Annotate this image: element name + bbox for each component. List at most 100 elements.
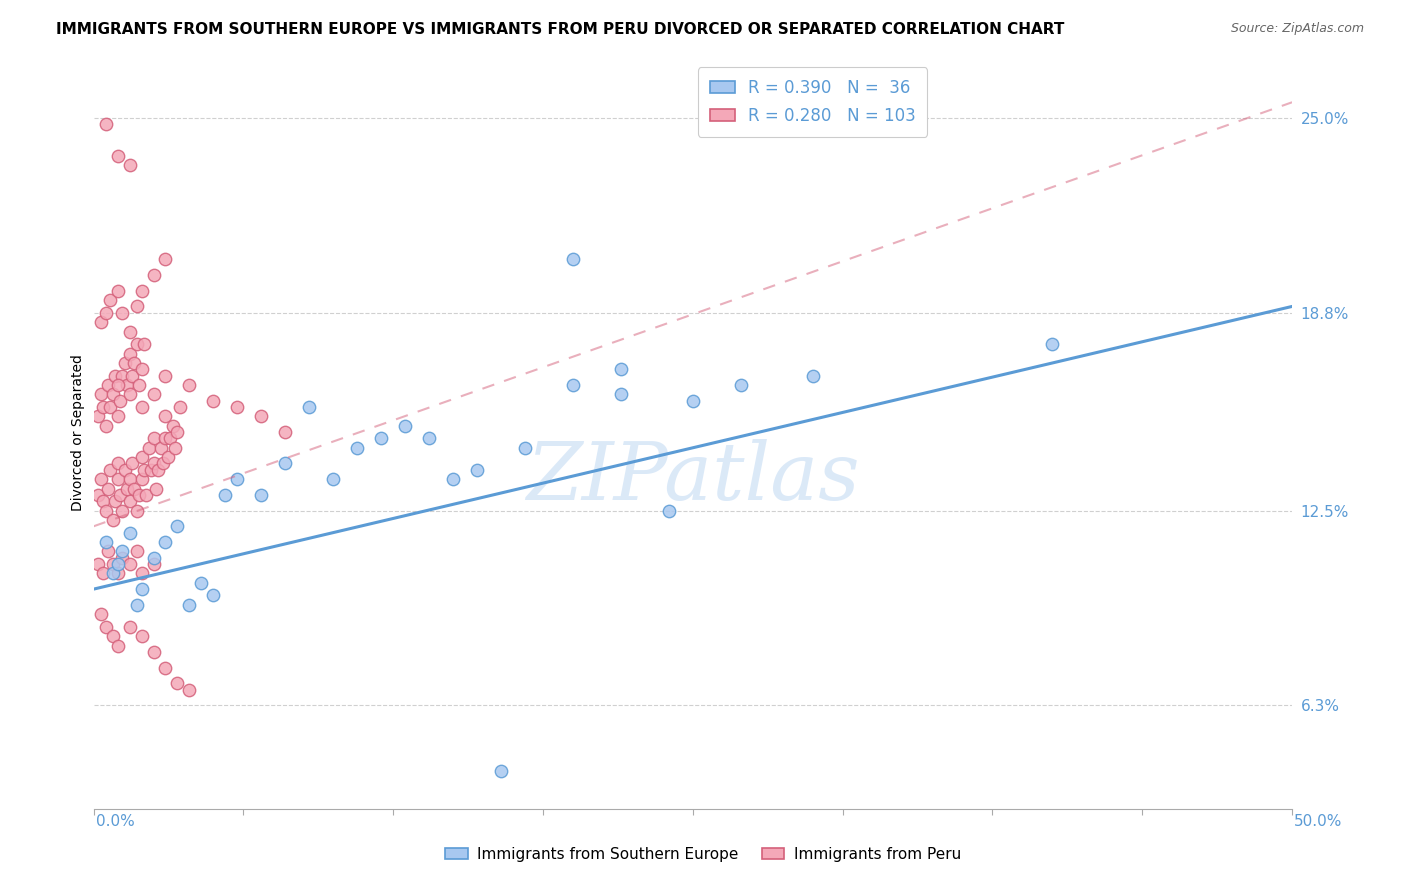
Point: [91, 494, 114, 508]
Point: [90, 315, 112, 329]
Point: [115, 482, 138, 496]
Point: [730, 378, 752, 392]
Point: [97, 544, 120, 558]
Point: [101, 513, 124, 527]
Point: [179, 682, 201, 697]
Point: [128, 378, 150, 392]
Y-axis label: Divorced or Separated: Divorced or Separated: [72, 353, 86, 510]
Text: 50.0%: 50.0%: [1295, 814, 1343, 829]
Text: IMMIGRANTS FROM SOUTHERN EUROPE VS IMMIGRANTS FROM PERU DIVORCED OR SEPARATED CO: IMMIGRANTS FROM SOUTHERN EUROPE VS IMMIG…: [56, 22, 1064, 37]
Point: [131, 629, 153, 643]
Point: [107, 149, 129, 163]
Point: [346, 441, 368, 455]
Point: [107, 557, 129, 571]
Point: [214, 488, 236, 502]
Point: [107, 378, 129, 392]
Point: [94, 620, 117, 634]
Point: [202, 393, 225, 408]
Point: [125, 503, 148, 517]
Point: [131, 450, 153, 465]
Point: [169, 400, 191, 414]
Point: [155, 409, 177, 424]
Point: [124, 356, 146, 370]
Point: [155, 660, 177, 674]
Point: [274, 457, 297, 471]
Point: [94, 306, 117, 320]
Legend: Immigrants from Southern Europe, Immigrants from Peru: Immigrants from Southern Europe, Immigra…: [439, 841, 967, 868]
Point: [190, 575, 212, 590]
Point: [165, 441, 187, 455]
Point: [274, 425, 297, 439]
Point: [87, 557, 110, 571]
Point: [132, 463, 155, 477]
Point: [418, 431, 440, 445]
Point: [87, 488, 110, 502]
Point: [155, 368, 177, 383]
Point: [97, 378, 120, 392]
Text: ZIPatlas: ZIPatlas: [526, 439, 859, 516]
Point: [107, 472, 129, 486]
Point: [118, 525, 141, 540]
Point: [610, 362, 633, 376]
Point: [489, 764, 512, 779]
Point: [91, 566, 114, 581]
Point: [107, 284, 129, 298]
Point: [118, 472, 141, 486]
Point: [658, 503, 681, 517]
Point: [94, 117, 117, 131]
Point: [128, 488, 150, 502]
Point: [465, 463, 488, 477]
Point: [155, 535, 177, 549]
Point: [101, 557, 124, 571]
Point: [94, 503, 117, 517]
Point: [179, 378, 201, 392]
Point: [159, 431, 181, 445]
Point: [370, 431, 392, 445]
Point: [114, 356, 136, 370]
Point: [125, 300, 148, 314]
Point: [118, 494, 141, 508]
Point: [202, 588, 225, 602]
Point: [1042, 337, 1064, 351]
Point: [250, 409, 273, 424]
Point: [179, 598, 201, 612]
Point: [145, 482, 167, 496]
Point: [801, 368, 824, 383]
Point: [124, 482, 146, 496]
Point: [298, 400, 321, 414]
Point: [131, 472, 153, 486]
Point: [142, 387, 165, 401]
Point: [166, 676, 188, 690]
Point: [118, 557, 141, 571]
Point: [107, 639, 129, 653]
Point: [101, 566, 124, 581]
Point: [125, 337, 148, 351]
Point: [90, 387, 112, 401]
Legend: R = 0.390   N =  36, R = 0.280   N = 103: R = 0.390 N = 36, R = 0.280 N = 103: [697, 67, 928, 136]
Point: [322, 472, 344, 486]
Point: [111, 550, 134, 565]
Point: [142, 457, 165, 471]
Point: [104, 368, 127, 383]
Point: [125, 544, 148, 558]
Point: [131, 566, 153, 581]
Point: [121, 457, 143, 471]
Point: [156, 450, 179, 465]
Point: [90, 472, 112, 486]
Point: [98, 463, 121, 477]
Point: [114, 463, 136, 477]
Point: [162, 418, 184, 433]
Point: [108, 488, 131, 502]
Point: [121, 368, 143, 383]
Point: [142, 268, 165, 282]
Point: [226, 472, 249, 486]
Point: [98, 293, 121, 307]
Point: [139, 463, 162, 477]
Point: [131, 284, 153, 298]
Point: [115, 378, 138, 392]
Point: [441, 472, 464, 486]
Point: [107, 409, 129, 424]
Text: 0.0%: 0.0%: [96, 814, 135, 829]
Point: [148, 463, 170, 477]
Point: [132, 337, 155, 351]
